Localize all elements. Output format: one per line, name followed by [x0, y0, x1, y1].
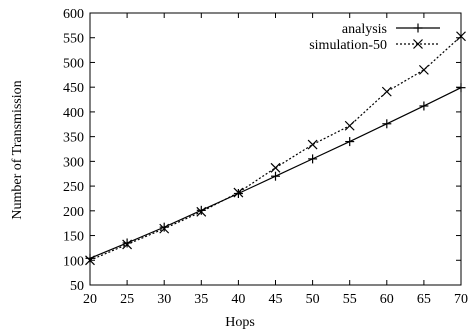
data-point — [308, 154, 318, 164]
x-axis-label: Hops — [225, 315, 255, 330]
data-point — [159, 223, 170, 234]
data-point — [419, 101, 429, 111]
data-point — [270, 162, 281, 173]
data-point — [271, 171, 280, 181]
data-point — [233, 189, 243, 199]
x-tick-label: 20 — [83, 292, 97, 307]
legend-label: simulation-50 — [309, 38, 387, 53]
data-point — [196, 206, 207, 217]
series-layer — [85, 31, 466, 266]
data-point — [382, 119, 392, 129]
y-tick-label: 200 — [63, 205, 84, 220]
data-point — [456, 31, 466, 42]
x-tick-label: 30 — [157, 292, 171, 307]
x-tick-label: 65 — [417, 292, 431, 307]
x-tick-label: 70 — [454, 292, 468, 307]
data-point — [233, 187, 244, 198]
plot-border — [89, 12, 462, 286]
legend-label: analysis — [342, 22, 387, 37]
data-point — [456, 83, 466, 93]
y-tick-label: 550 — [63, 32, 84, 47]
series-line — [89, 35, 462, 261]
y-tick-label: 300 — [63, 155, 84, 170]
legend-marker — [413, 39, 423, 49]
y-tick-label: 400 — [63, 106, 84, 121]
y-tick-label: 100 — [63, 254, 84, 269]
y-axis-label: Number of Transmission — [10, 80, 25, 219]
x-tick-label: 25 — [120, 292, 134, 307]
plot-frame — [89, 12, 462, 286]
x-tick-label: 50 — [306, 292, 320, 307]
data-point — [85, 255, 95, 266]
y-tick-label: 500 — [63, 56, 84, 71]
data-point — [85, 253, 95, 263]
data-point — [307, 139, 318, 150]
y-tick-label: 450 — [63, 81, 84, 96]
x-axis: 20 25 30 35 40 45 50 55 60 65 70 — [83, 13, 468, 307]
series-simulation-50 — [85, 31, 466, 266]
data-point — [122, 238, 132, 248]
x-tick-label: 45 — [269, 292, 283, 307]
series-analysis — [85, 83, 466, 263]
y-tick-label: 150 — [63, 230, 84, 245]
y-tick-label: 250 — [63, 180, 84, 195]
y-tick-label: 350 — [63, 131, 84, 146]
y-tick-label: 50 — [70, 279, 84, 294]
x-tick-label: 40 — [231, 292, 245, 307]
legend-marker — [413, 23, 423, 33]
data-point — [344, 120, 355, 131]
y-tick-label: 600 — [63, 7, 84, 22]
x-tick-label: 55 — [343, 292, 357, 307]
data-point — [381, 86, 392, 97]
data-point — [122, 239, 133, 250]
data-point — [418, 64, 429, 75]
x-tick-label: 60 — [380, 292, 394, 307]
x-tick-label: 35 — [194, 292, 208, 307]
y-axis: 50 100 150 200 250 300 350 400 450 500 550 600 — [63, 7, 461, 294]
data-point — [345, 137, 355, 147]
